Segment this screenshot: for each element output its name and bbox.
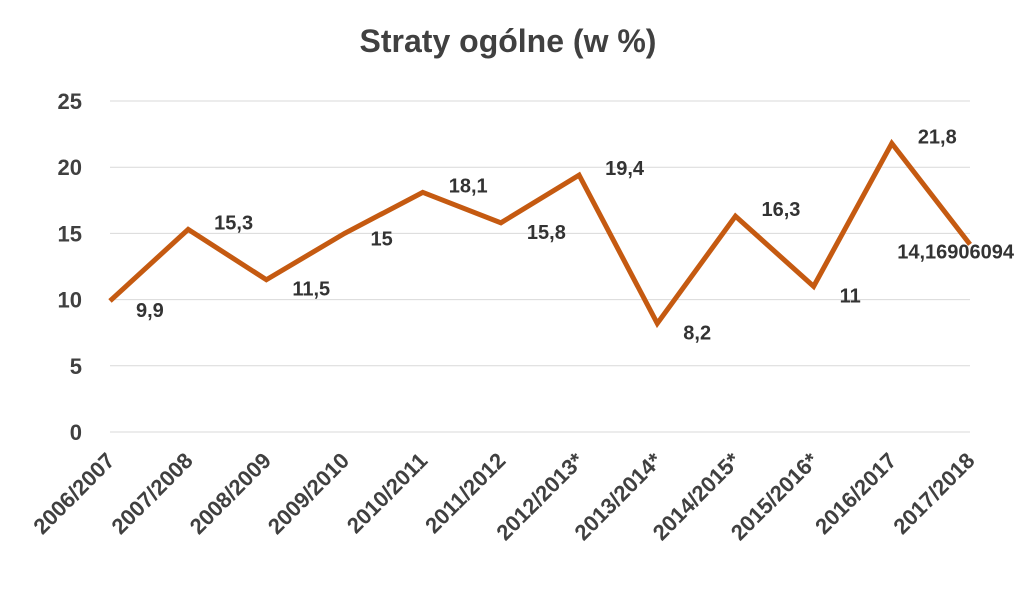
x-tick-label: 2006/2007 <box>28 448 119 539</box>
data-label: 15,8 <box>527 222 566 244</box>
data-label: 18,1 <box>449 175 488 197</box>
chart-title: Straty ogólne (w %) <box>360 23 657 59</box>
data-label: 19,4 <box>605 158 645 180</box>
x-tick-label: 2016/2017 <box>810 448 901 539</box>
x-tick-label: 2009/2010 <box>263 448 354 539</box>
y-tick-label: 25 <box>58 89 82 114</box>
y-tick-label: 0 <box>70 420 82 445</box>
y-axis-ticks: 0 5 10 15 20 25 <box>58 89 82 445</box>
data-label: 16,3 <box>761 199 800 221</box>
data-label: 15 <box>371 228 393 250</box>
x-tick-label: 2010/2011 <box>342 448 432 538</box>
x-tick-label: 2007/2008 <box>107 448 198 539</box>
x-tick-label: 2008/2009 <box>185 448 276 539</box>
data-label: 14,16906094 <box>897 241 1015 263</box>
data-label: 8,2 <box>683 322 711 344</box>
data-labels: 9,9 15,3 11,5 15 18,1 15,8 19,4 8,2 16,3 11 21,8 14… <box>136 126 1015 344</box>
data-label: 21,8 <box>918 126 957 148</box>
x-tick-label: 2017/2018 <box>888 448 979 539</box>
series-lines <box>108 138 972 329</box>
series-line <box>108 138 972 329</box>
data-label: 15,3 <box>214 212 253 234</box>
y-tick-label: 20 <box>58 155 82 180</box>
y-tick-label: 5 <box>70 354 82 379</box>
x-axis-ticks: 2006/20072007/20082008/20092009/20102010… <box>28 448 979 546</box>
gridlines <box>110 100 970 433</box>
y-tick-label: 10 <box>58 288 82 313</box>
data-label: 9,9 <box>136 300 164 322</box>
y-tick-label: 15 <box>58 221 82 246</box>
data-label: 11 <box>840 285 861 307</box>
data-label: 11,5 <box>292 279 330 301</box>
